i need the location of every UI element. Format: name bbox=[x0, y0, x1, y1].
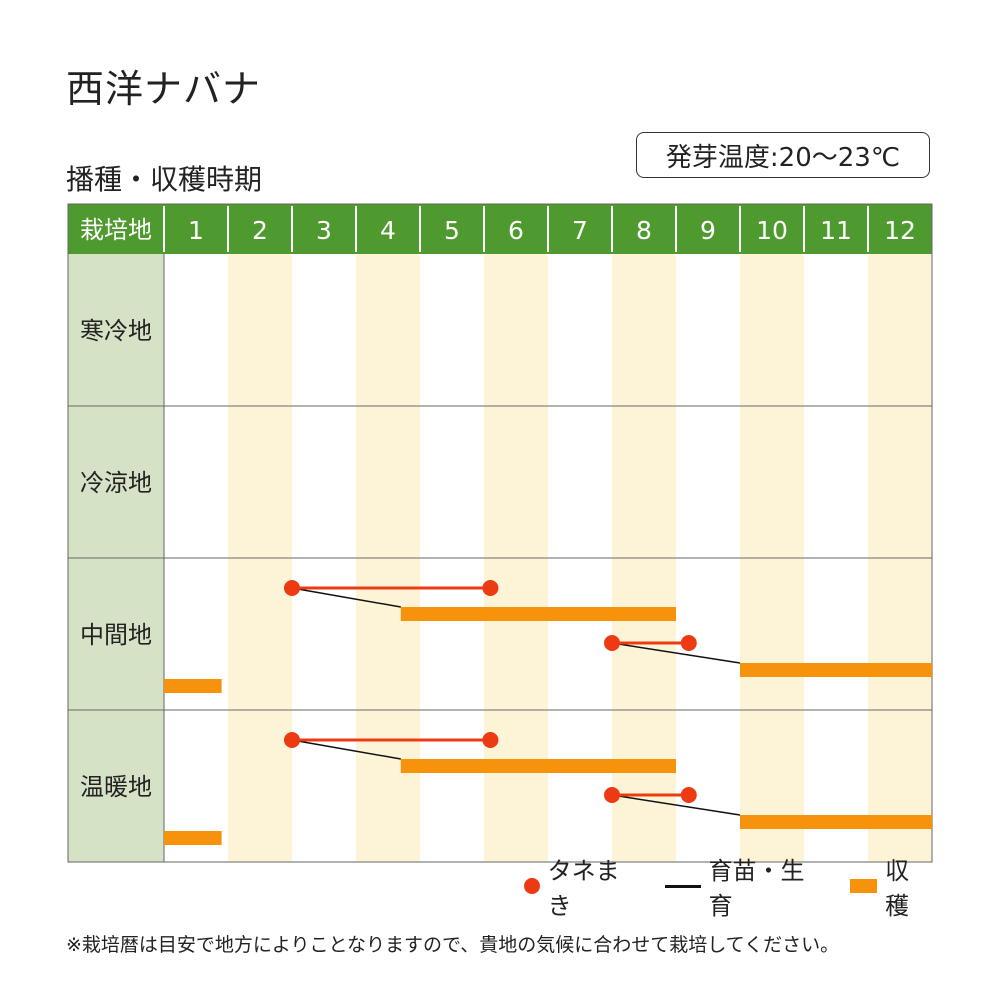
month-label: 12 bbox=[884, 216, 916, 245]
month-label: 11 bbox=[820, 216, 852, 245]
header-label: 栽培地 bbox=[80, 216, 152, 244]
legend-item-sowing: タネまき bbox=[524, 851, 641, 921]
legend-item-harvest: 収穫 bbox=[849, 851, 932, 921]
month-label: 7 bbox=[572, 216, 588, 245]
harvest-bar bbox=[740, 815, 932, 829]
month-label: 4 bbox=[380, 216, 396, 245]
germination-temperature-badge: 発芽温度:20〜23℃ bbox=[636, 132, 930, 178]
growing-line bbox=[291, 587, 401, 608]
harvest-bar bbox=[400, 607, 676, 621]
page-title: 西洋ナバナ bbox=[66, 67, 262, 111]
sowing-start-dot bbox=[604, 635, 620, 651]
month-label: 2 bbox=[252, 216, 268, 245]
legend-item-growing: 育苗・生育 bbox=[665, 851, 825, 921]
legend-growing-label: 育苗・生育 bbox=[708, 857, 805, 920]
month-label: 9 bbox=[700, 216, 716, 245]
legend: タネまき 育苗・生育 収穫 bbox=[500, 857, 932, 920]
sowing-end-dot bbox=[680, 787, 697, 803]
sowing-end-dot bbox=[482, 732, 499, 748]
month-label: 8 bbox=[636, 216, 652, 245]
legend-harvest-label: 収穫 bbox=[885, 857, 910, 920]
region-label: 寒冷地 bbox=[80, 317, 152, 345]
harvest-bar bbox=[164, 831, 222, 845]
month-label: 10 bbox=[756, 216, 788, 245]
sowing-end-dot bbox=[482, 580, 499, 596]
month-label: 5 bbox=[444, 216, 460, 245]
growing-line-icon bbox=[665, 884, 701, 888]
harvest-bar bbox=[400, 759, 676, 773]
chart-border bbox=[67, 203, 933, 863]
month-label: 6 bbox=[508, 216, 524, 245]
harvest-bar bbox=[740, 663, 932, 677]
region-label: 冷涼地 bbox=[80, 469, 152, 497]
harvest-bar-icon bbox=[849, 879, 878, 893]
sowing-end-dot bbox=[680, 635, 697, 651]
germination-temperature-text: 発芽温度:20〜23℃ bbox=[665, 142, 901, 173]
sowing-start-dot bbox=[284, 580, 300, 596]
month-label: 3 bbox=[316, 216, 332, 245]
month-label: 1 bbox=[188, 216, 204, 245]
region-label: 温暖地 bbox=[80, 773, 152, 801]
growing-line bbox=[611, 794, 741, 816]
growing-line bbox=[611, 642, 741, 664]
harvest-bar bbox=[164, 679, 222, 693]
region-label: 中間地 bbox=[80, 621, 152, 649]
footnote: ※栽培暦は目安で地方によりことなりますので、貴地の気候に合わせて栽培してください… bbox=[66, 934, 840, 956]
chart-subtitle: 播種・収穫時期 bbox=[66, 163, 263, 196]
sowing-start-dot bbox=[284, 732, 300, 748]
growing-line bbox=[291, 739, 401, 760]
sowing-dot-icon bbox=[524, 878, 540, 894]
sowing-start-dot bbox=[604, 787, 620, 803]
chart-header bbox=[68, 204, 932, 254]
legend-sowing-label: タネまき bbox=[547, 857, 620, 920]
